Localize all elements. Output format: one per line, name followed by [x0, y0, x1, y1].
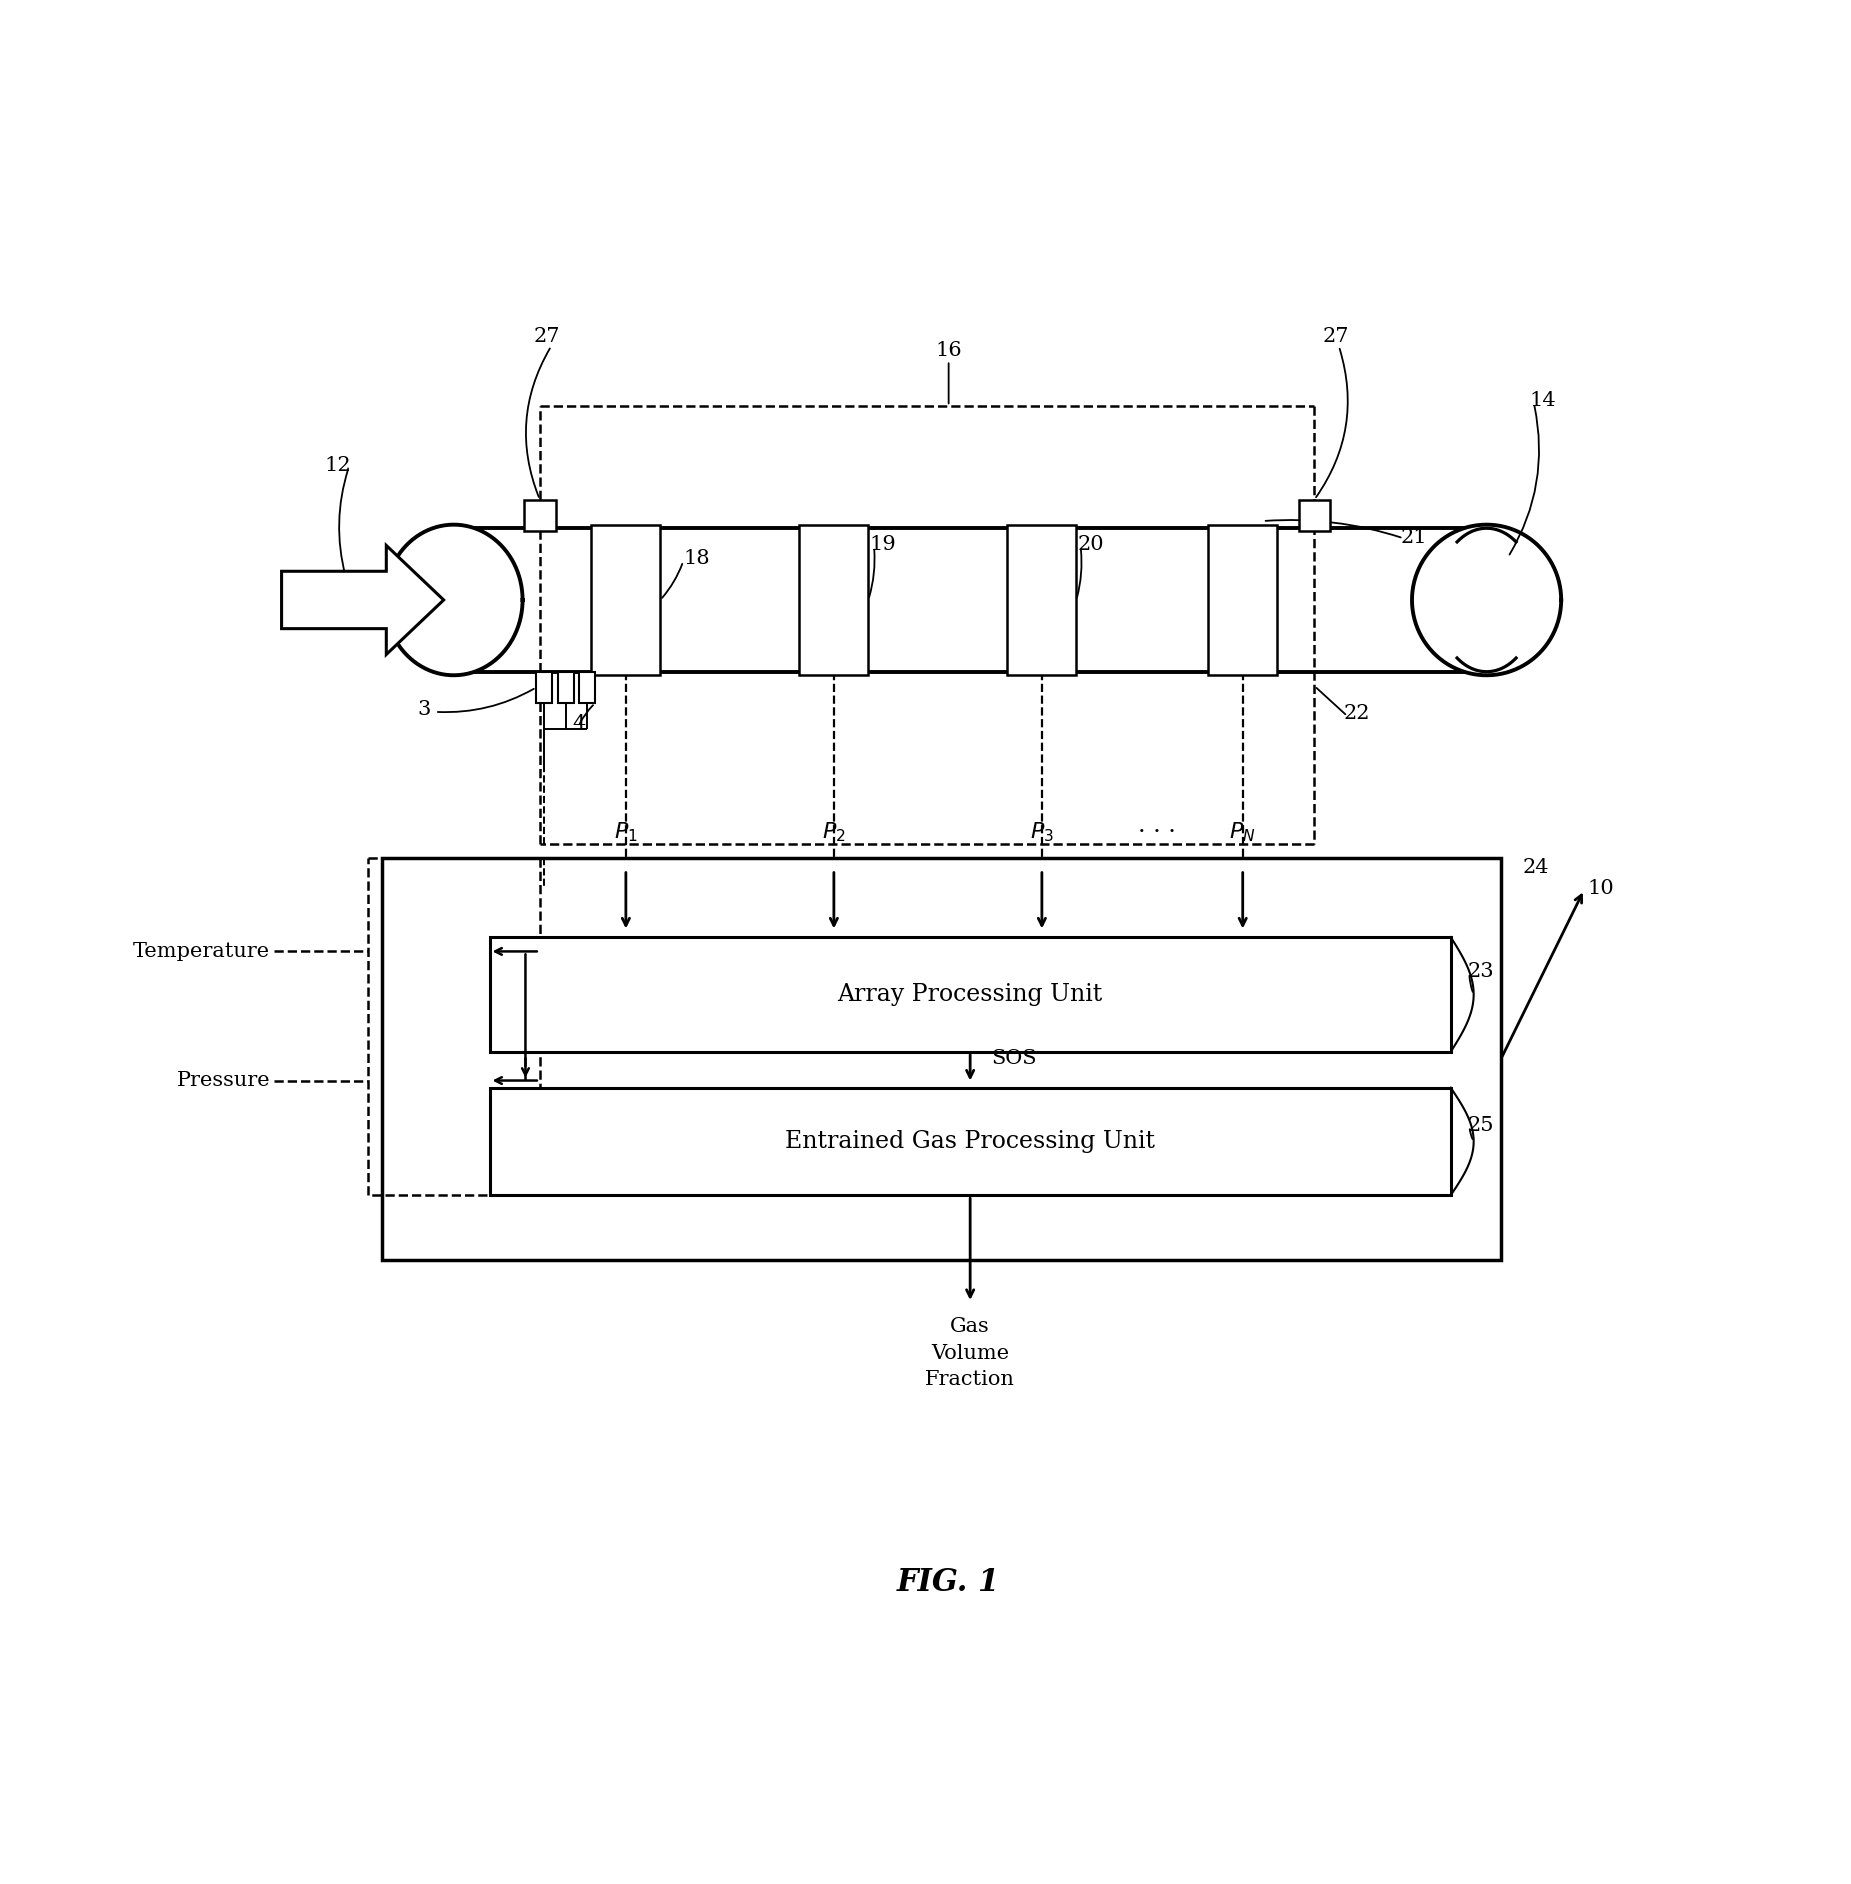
Bar	[1209, 526, 1277, 674]
Bar	[537, 673, 552, 703]
Bar	[524, 499, 555, 531]
Polygon shape	[281, 546, 444, 654]
Text: 27: 27	[1323, 326, 1349, 347]
Text: Entrained Gas Processing Unit: Entrained Gas Processing Unit	[785, 1130, 1155, 1153]
Text: 14: 14	[1529, 392, 1557, 411]
Text: 3: 3	[418, 699, 431, 718]
Text: SOS: SOS	[992, 1049, 1037, 1068]
Bar	[800, 526, 868, 674]
Bar	[1007, 526, 1075, 674]
Text: 16: 16	[935, 341, 963, 360]
Text: . . .: . . .	[1138, 814, 1175, 836]
Bar	[1007, 526, 1075, 674]
Bar	[1007, 526, 1075, 674]
Text: 10: 10	[1586, 880, 1614, 899]
Text: FIG. 1: FIG. 1	[898, 1567, 1000, 1598]
Bar	[489, 936, 1451, 1051]
Text: 12: 12	[324, 456, 352, 475]
Bar	[800, 526, 868, 674]
Text: $P_2$: $P_2$	[822, 820, 846, 844]
Text: $P_3$: $P_3$	[1029, 820, 1053, 844]
Text: 18: 18	[683, 548, 711, 569]
Bar	[489, 1087, 1451, 1194]
Text: 22: 22	[1344, 705, 1370, 723]
Text: Temperature: Temperature	[133, 942, 270, 961]
Bar	[381, 859, 1501, 1260]
Text: $P_N$: $P_N$	[1229, 820, 1257, 844]
Polygon shape	[1412, 524, 1560, 674]
Bar	[1209, 526, 1277, 674]
Text: 20: 20	[1077, 535, 1105, 554]
Bar	[1299, 499, 1331, 531]
Text: Gas
Volume
Fraction: Gas Volume Fraction	[926, 1317, 1014, 1389]
Bar	[592, 526, 661, 674]
Text: Array Processing Unit: Array Processing Unit	[837, 983, 1103, 1006]
Text: 4: 4	[572, 714, 587, 733]
Text: $P_1$: $P_1$	[615, 820, 639, 844]
Bar	[557, 673, 574, 703]
Text: 23: 23	[1468, 963, 1494, 982]
Bar	[592, 526, 661, 674]
Bar	[1209, 526, 1277, 674]
Bar	[800, 526, 868, 674]
Text: 25: 25	[1468, 1115, 1494, 1134]
Text: Pressure: Pressure	[176, 1070, 270, 1091]
Text: 24: 24	[1522, 857, 1549, 876]
Bar	[592, 526, 661, 674]
Text: 21: 21	[1401, 528, 1427, 546]
Polygon shape	[385, 524, 522, 674]
Text: 27: 27	[533, 326, 561, 347]
Bar	[579, 673, 594, 703]
Text: 19: 19	[870, 535, 896, 554]
